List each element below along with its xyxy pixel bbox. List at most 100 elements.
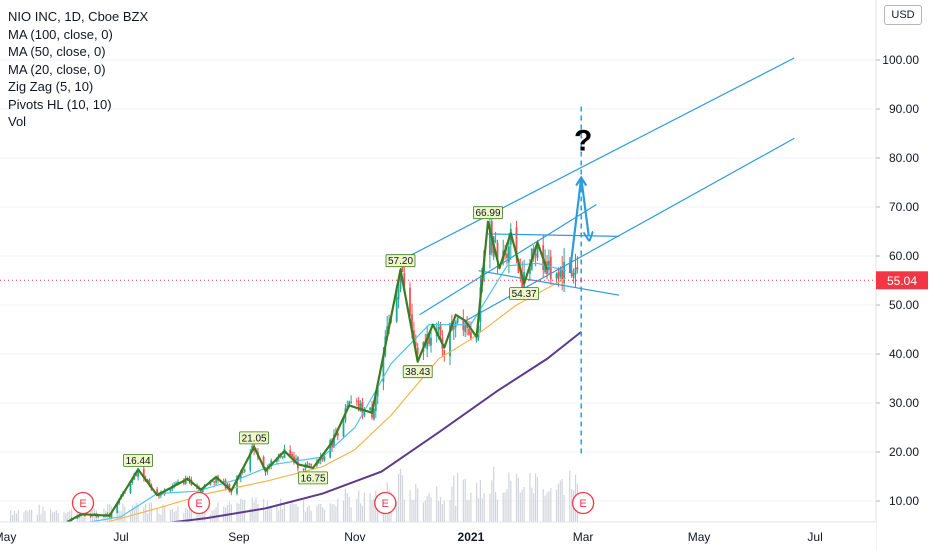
triangle-bottom-line[interactable] [478, 270, 620, 296]
candle [466, 315, 468, 336]
volume-bar [322, 507, 324, 522]
earnings-marker[interactable]: E [571, 491, 595, 515]
ma-line-100 [137, 331, 582, 528]
pivot-label: 54.37 [509, 287, 540, 301]
pivot-label-box [473, 206, 503, 220]
candle-body [439, 324, 442, 335]
volume-bar [491, 480, 493, 522]
indicator-ma50[interactable]: MA (50, close, 0) [8, 44, 106, 59]
volume-bar [415, 483, 417, 522]
candle [456, 317, 459, 326]
earnings-marker[interactable]: E [71, 491, 95, 515]
channel-upper-line[interactable] [394, 57, 795, 264]
indicator-ma100[interactable]: MA (100, close, 0) [8, 26, 113, 42]
candle [329, 438, 332, 459]
volume-bar [504, 492, 506, 522]
candle [289, 445, 292, 457]
earnings-marker[interactable]: E [187, 491, 211, 515]
volume-bar [413, 499, 415, 522]
volume-bar [38, 504, 40, 522]
volume-bar [31, 509, 33, 522]
volume-bar [373, 498, 375, 522]
currency-button[interactable]: USD [884, 5, 922, 25]
volume-bar [270, 505, 272, 522]
candle-body [116, 502, 119, 513]
channel-middle-line[interactable] [419, 203, 597, 316]
candle-body [76, 516, 79, 519]
volume-bar [449, 499, 451, 522]
volume-bar [489, 493, 491, 522]
earnings-marker[interactable]: E [374, 491, 397, 515]
volume-bar [162, 504, 164, 522]
volume-bar [563, 495, 565, 522]
candle-body [382, 353, 385, 383]
volume-bar [550, 488, 552, 522]
volume-bar [346, 493, 348, 522]
question-mark-annotation[interactable]: ? [574, 125, 592, 158]
candle [129, 483, 132, 494]
pivot-label-box [509, 287, 540, 301]
candle-body [557, 272, 560, 280]
volume-bar [175, 510, 177, 522]
earnings-marker-label: E [79, 498, 86, 510]
candle [363, 407, 366, 418]
volume-bar [185, 507, 187, 522]
candle-body [536, 245, 539, 258]
triangle-top-line[interactable] [487, 233, 620, 237]
time-axis-background [0, 522, 876, 550]
volume-bar [529, 473, 531, 522]
indicator-zigzag[interactable]: Zig Zag (5, 10) [8, 79, 94, 94]
candle-body [106, 513, 109, 515]
volume-bar [171, 508, 173, 522]
candle [213, 480, 216, 486]
candle [468, 321, 470, 336]
volume-bar [479, 479, 481, 522]
candle [409, 282, 411, 318]
volume-bar [555, 489, 558, 522]
volume-bar [253, 502, 255, 522]
volume-bar [131, 505, 133, 522]
volume-bar [476, 482, 478, 522]
candle-body [321, 457, 324, 460]
candle-body [243, 469, 246, 472]
volume-bar [23, 511, 25, 522]
candle-body [163, 490, 166, 495]
indicator-volume[interactable]: Vol [8, 114, 27, 129]
volume-bar [190, 509, 192, 522]
candle-body [395, 297, 398, 322]
candle-body [508, 246, 510, 263]
pivot-label: 38.43 [402, 365, 433, 378]
candle-body [494, 240, 497, 242]
indicator-pivots[interactable]: Pivots HL (10, 10) [8, 96, 112, 112]
volume-bar [401, 475, 403, 522]
indicator-ma20[interactable]: MA (20, close, 0) [8, 61, 106, 77]
candle-body [462, 320, 465, 331]
pivot-label: 16.75 [298, 471, 329, 484]
candle-body [559, 268, 562, 277]
volume-bar [316, 506, 318, 522]
candle-body [572, 273, 575, 278]
volume-bar [493, 466, 495, 522]
candle-body [281, 456, 284, 458]
last-price-label: 55.04 [887, 274, 917, 288]
volume-bar [371, 500, 373, 522]
candle [548, 249, 550, 275]
candle-body [464, 323, 467, 333]
chart-title[interactable]: NIO INC, 1D, Cboe BZX [8, 9, 149, 24]
volume-bar [464, 478, 466, 522]
pivot-label-text: 54.37 [512, 289, 537, 300]
volume-bar [468, 500, 470, 522]
candle [561, 256, 564, 291]
volume-bar [377, 501, 379, 522]
candle [464, 320, 467, 337]
candle-body [468, 329, 470, 335]
volume-bar [495, 492, 497, 522]
candle-body [156, 489, 158, 494]
candle-body [456, 317, 459, 323]
candle-body [236, 476, 238, 494]
volume-bar [438, 501, 440, 522]
projection-path-arrow[interactable] [568, 177, 589, 274]
candle [555, 272, 558, 284]
zigzag-line[interactable] [63, 220, 549, 525]
